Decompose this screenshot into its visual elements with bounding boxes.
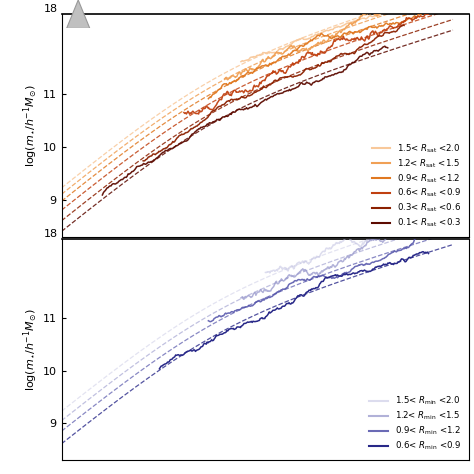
Legend: 1.5< $R_{\rm sat}$ <2.0, 1.2< $R_{\rm sat}$ <1.5, 0.9< $R_{\rm sat}$ <1.2, 0.6< : 1.5< $R_{\rm sat}$ <2.0, 1.2< $R_{\rm sa… (368, 139, 465, 233)
Legend: 1.5< $R_{\rm min}$ <2.0, 1.2< $R_{\rm min}$ <1.5, 0.9< $R_{\rm min}$ <1.2, 0.6< : 1.5< $R_{\rm min}$ <2.0, 1.2< $R_{\rm mi… (366, 392, 465, 456)
Text: 18: 18 (44, 4, 57, 14)
Text: 18: 18 (44, 229, 57, 239)
Y-axis label: $\log(m_{\star}/h^{-1}M_{\odot})$: $\log(m_{\star}/h^{-1}M_{\odot})$ (21, 308, 40, 391)
Polygon shape (66, 0, 90, 28)
Y-axis label: $\log(m_{\star}/h^{-1}M_{\odot})$: $\log(m_{\star}/h^{-1}M_{\odot})$ (21, 84, 40, 167)
